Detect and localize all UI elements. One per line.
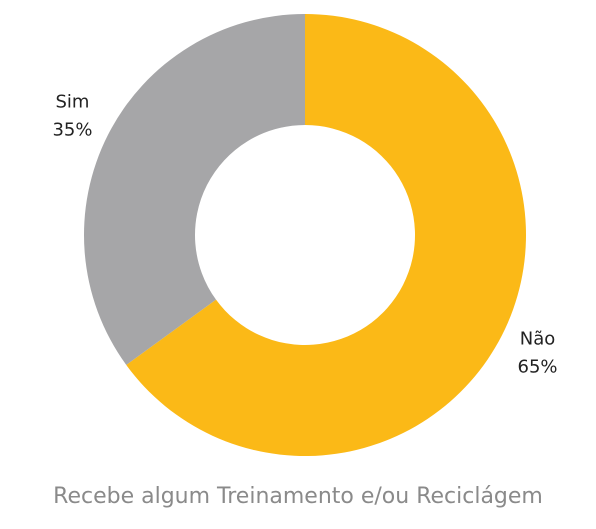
slice-value-label: 65%	[518, 356, 558, 377]
slice-label: Sim	[55, 92, 89, 113]
slice	[83, 14, 305, 365]
chart-title: Recebe algum Treinamento e/ou Reciclágem	[53, 484, 543, 509]
slice-value-label: 35%	[52, 120, 92, 141]
slice	[126, 14, 526, 456]
slice-label: Não	[520, 328, 556, 349]
